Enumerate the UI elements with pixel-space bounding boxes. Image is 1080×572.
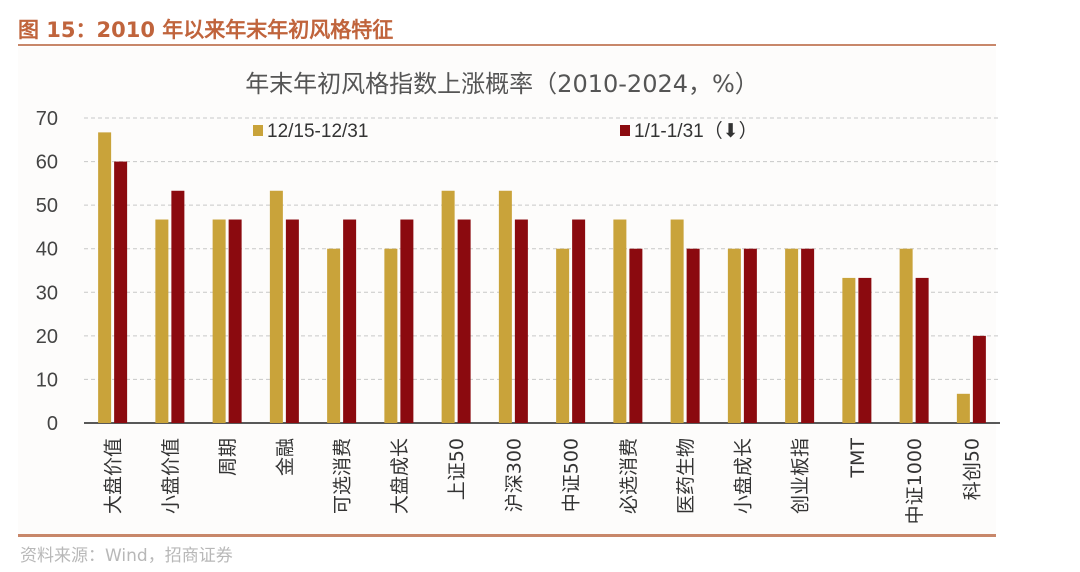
legend-swatch: [253, 125, 263, 136]
bar-dec: [441, 190, 455, 423]
bar-dec: [899, 248, 913, 423]
x-tick-label: 医药生物: [675, 438, 697, 514]
y-tick-label: 30: [36, 282, 58, 304]
bar-dec: [98, 132, 112, 423]
x-tick-label: 创业板指: [790, 438, 812, 514]
legend-label: 1/1-1/31（⬇）: [634, 120, 758, 142]
bar-dec: [956, 393, 970, 423]
bar-dec: [785, 248, 799, 423]
legend-label: 12/15-12/31: [267, 121, 368, 142]
x-tick-label: 科创50: [961, 438, 983, 500]
y-tick-label: 20: [36, 326, 58, 348]
bar-jan: [171, 190, 185, 423]
x-tick-label: 大盘成长: [389, 438, 411, 514]
y-tick-label: 0: [47, 413, 58, 435]
bar-jan: [514, 219, 528, 423]
bar-dec: [269, 190, 283, 423]
source-note: 资料来源：Wind，招商证券: [20, 546, 233, 566]
x-tick-label: 中证500: [561, 438, 583, 512]
x-tick-label: 金融: [274, 438, 296, 476]
footer-divider: [18, 534, 996, 537]
bar-dec: [155, 219, 169, 423]
bar-jan: [572, 219, 586, 423]
bar-dec: [842, 277, 856, 423]
x-tick-label: 大盘价值: [103, 438, 125, 514]
bar-dec: [498, 190, 512, 423]
x-tick-label: 小盘价值: [160, 438, 182, 514]
bar-jan: [457, 219, 471, 423]
y-tick-label: 10: [36, 369, 58, 391]
bar-jan: [629, 248, 643, 423]
x-tick-label: 小盘成长: [732, 438, 754, 514]
bar-jan: [972, 335, 986, 423]
bar-jan: [915, 277, 929, 423]
bar-jan: [400, 219, 414, 423]
legend-swatch: [620, 125, 630, 136]
bar-dec: [327, 248, 341, 423]
y-tick-label: 50: [36, 195, 58, 217]
bar-jan: [743, 248, 757, 423]
x-tick-label: 上证50: [446, 438, 468, 500]
x-tick-label: TMT: [847, 438, 869, 479]
bar-jan: [228, 219, 242, 423]
bar-dec: [613, 219, 627, 423]
bar-dec: [212, 219, 226, 423]
bar-jan: [801, 248, 815, 423]
bar-jan: [686, 248, 700, 423]
x-tick-label: 必选消费: [618, 438, 640, 514]
bar-jan: [114, 161, 128, 424]
bar-dec: [556, 248, 570, 423]
chart-title: 年末年初风格指数上涨概率（2010-2024，%）: [245, 70, 759, 98]
x-tick-label: 周期: [217, 438, 239, 476]
bar-jan: [343, 219, 357, 423]
title-divider: [18, 44, 996, 46]
bar-jan: [285, 219, 299, 423]
figure-title: 图 15：2010 年以来年末年初风格特征: [18, 18, 394, 42]
y-tick-label: 40: [36, 239, 58, 261]
y-tick-label: 70: [36, 108, 58, 130]
bar-dec: [670, 219, 684, 423]
bar-jan: [858, 277, 872, 423]
bar-dec: [384, 248, 398, 423]
y-tick-label: 60: [36, 152, 58, 174]
x-tick-label: 可选消费: [332, 438, 354, 514]
x-tick-label: 中证1000: [904, 438, 926, 524]
x-tick-label: 沪深300: [503, 438, 525, 512]
bar-dec: [727, 248, 741, 423]
